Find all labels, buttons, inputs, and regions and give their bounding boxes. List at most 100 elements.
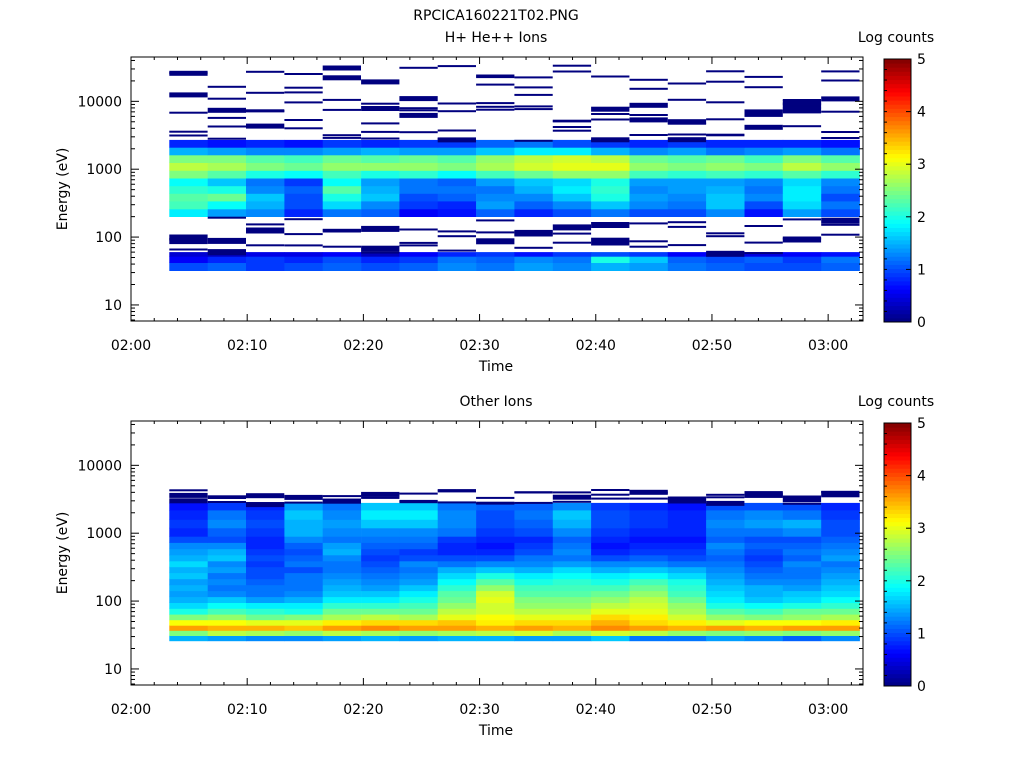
heatmap-cell (399, 201, 439, 210)
heatmap-cell (744, 590, 784, 598)
panel-title: Other Ions (459, 394, 532, 410)
heatmap-cell (591, 614, 630, 621)
heatmap-cell (169, 527, 208, 537)
heatmap-cell (591, 147, 630, 156)
heatmap-cell (437, 542, 477, 550)
trace-line (514, 105, 553, 108)
trace-line (361, 102, 400, 105)
colorbar-tick-label: 1 (917, 626, 926, 642)
trace-line (322, 65, 361, 71)
heatmap-cell (706, 527, 745, 537)
heatmap-cell (207, 596, 247, 603)
trace-line (284, 127, 323, 130)
colorbar-swatch (884, 566, 911, 572)
trace-line (629, 240, 668, 243)
colorbar-swatch (884, 124, 911, 130)
colorbar-swatch (884, 603, 911, 609)
colorbar-swatch (884, 227, 911, 233)
heatmap-cell (667, 630, 707, 636)
heatmap-cell (782, 502, 822, 511)
heatmap-cell (629, 602, 669, 609)
trace-line (629, 78, 668, 81)
heatmap-cell (207, 554, 247, 562)
heatmap-cell (476, 147, 515, 156)
heatmap-cell (476, 536, 515, 543)
trace-line (552, 126, 592, 128)
colorbar-swatch (884, 677, 911, 683)
heatmap-cell (744, 630, 784, 636)
heatmap-cell (361, 139, 400, 148)
heatmap-cell (629, 256, 669, 263)
heatmap-cell (667, 193, 707, 202)
heatmap-cell (744, 572, 784, 580)
heatmap-cell (361, 596, 400, 603)
x-tick-label: 02:20 (343, 338, 383, 354)
heatmap-cell (437, 630, 477, 636)
heatmap-cell (591, 572, 630, 580)
heatmap-cell (284, 630, 324, 636)
panel-h-he-ions: H+ He++ Ions 02:00 02:10 02:20 02:30 02:40 02… (55, 30, 934, 375)
colorbar-swatch (884, 431, 911, 436)
heatmap-cell (706, 548, 745, 556)
heatmap-cell (437, 561, 477, 568)
heatmap-cell (361, 548, 400, 556)
heatmap-cell (246, 554, 285, 562)
heatmap-cell (437, 572, 477, 580)
heatmap-cell (437, 619, 477, 626)
heatmap-cell (476, 619, 515, 626)
colorbar-swatch (884, 480, 911, 486)
heatmap-cell (284, 608, 324, 615)
heatmap-cell (744, 510, 784, 520)
heatmap-cell (667, 572, 707, 580)
colorbar-swatch (884, 439, 911, 445)
trace-line (322, 134, 361, 137)
heatmap-cell (706, 619, 745, 626)
heatmap-cell (552, 619, 592, 626)
colorbar-swatch (884, 137, 911, 142)
heatmap-cell (706, 561, 745, 568)
trace-line (667, 498, 707, 501)
colorbar-swatch (884, 243, 911, 249)
heatmap-cell (246, 510, 285, 520)
heatmap-cell (476, 208, 515, 217)
heatmap-cell (821, 201, 860, 210)
heatmap-cell (361, 519, 400, 529)
heatmap-cell (821, 193, 860, 202)
heatmap-cell (514, 139, 554, 148)
heatmap-cell (284, 502, 324, 511)
heatmap-cell (361, 619, 400, 626)
heatmap-cell (591, 536, 630, 543)
x-tick-label: 02:40 (576, 702, 616, 718)
heatmap-cell (552, 185, 592, 194)
colorbar-swatch (884, 451, 911, 457)
trace-line (207, 97, 246, 100)
colorbar-swatch (884, 612, 911, 617)
heatmap-cell (514, 252, 554, 257)
colorbar-swatch (884, 161, 911, 167)
heatmap-cell (476, 602, 515, 609)
trace-line (169, 234, 208, 241)
heatmap-cell (169, 519, 208, 529)
y-axis-label: Energy (eV) (55, 512, 71, 595)
heatmap-cell (399, 519, 439, 529)
heatmap-cell (514, 602, 554, 609)
heatmap-cell (591, 596, 630, 603)
heatmap-cell (706, 262, 745, 271)
heatmap-cell (706, 608, 745, 615)
heatmap-cell (782, 147, 822, 156)
heatmap-cell (552, 572, 592, 580)
heatmap-cell (476, 561, 515, 568)
heatmap-cell (361, 554, 400, 562)
heatmap-cell (207, 178, 247, 187)
heatmap-cell (744, 155, 784, 163)
heatmap-cell (552, 536, 592, 543)
heatmap-cell (284, 139, 324, 148)
heatmap-cell (821, 596, 860, 603)
heatmap-cell (514, 614, 554, 621)
heatmap-cell (821, 147, 860, 156)
heatmap-cell (552, 252, 592, 257)
heatmap-cell (399, 630, 439, 636)
heatmap-cell (514, 170, 554, 179)
heatmap-cell (284, 155, 324, 163)
colorbar-swatch (884, 669, 911, 675)
